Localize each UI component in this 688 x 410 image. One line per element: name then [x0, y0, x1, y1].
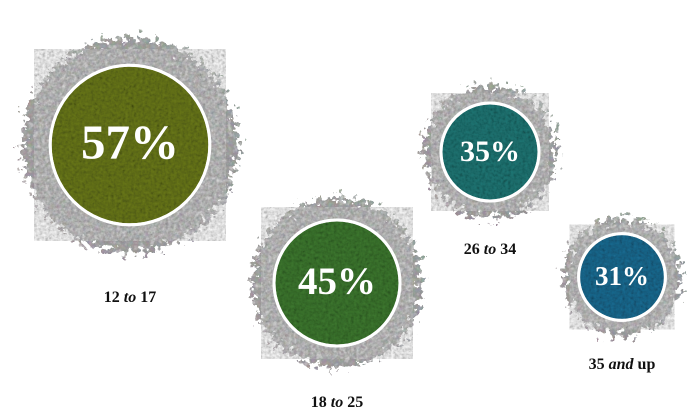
category-word: up — [634, 356, 656, 373]
value-label: 31% — [595, 261, 649, 291]
value-label: 57% — [81, 114, 179, 169]
bubble-outline — [439, 101, 541, 203]
category-label: 12 to 17 — [104, 289, 156, 306]
category-word: 12 — [104, 289, 120, 306]
category-word: 35 — [589, 356, 605, 373]
value-label: 45% — [298, 260, 376, 303]
category-word: to — [327, 394, 343, 410]
category-label: 26 to 34 — [464, 241, 516, 258]
category-word: 17 — [136, 289, 156, 306]
category-word: and — [605, 356, 635, 373]
category-word: to — [480, 241, 496, 258]
category-word: 25 — [343, 394, 363, 410]
category-word: to — [120, 289, 136, 306]
category-label: 18 to 25 — [311, 394, 363, 410]
category-word: 34 — [496, 241, 516, 258]
value-label: 35% — [460, 135, 520, 168]
category-word: 18 — [311, 394, 327, 410]
category-word: 26 — [464, 241, 480, 258]
bubble-outline — [272, 218, 402, 348]
bubble-outline — [48, 63, 212, 227]
bubble-outline — [577, 232, 667, 322]
category-label: 35 and up — [589, 356, 656, 373]
